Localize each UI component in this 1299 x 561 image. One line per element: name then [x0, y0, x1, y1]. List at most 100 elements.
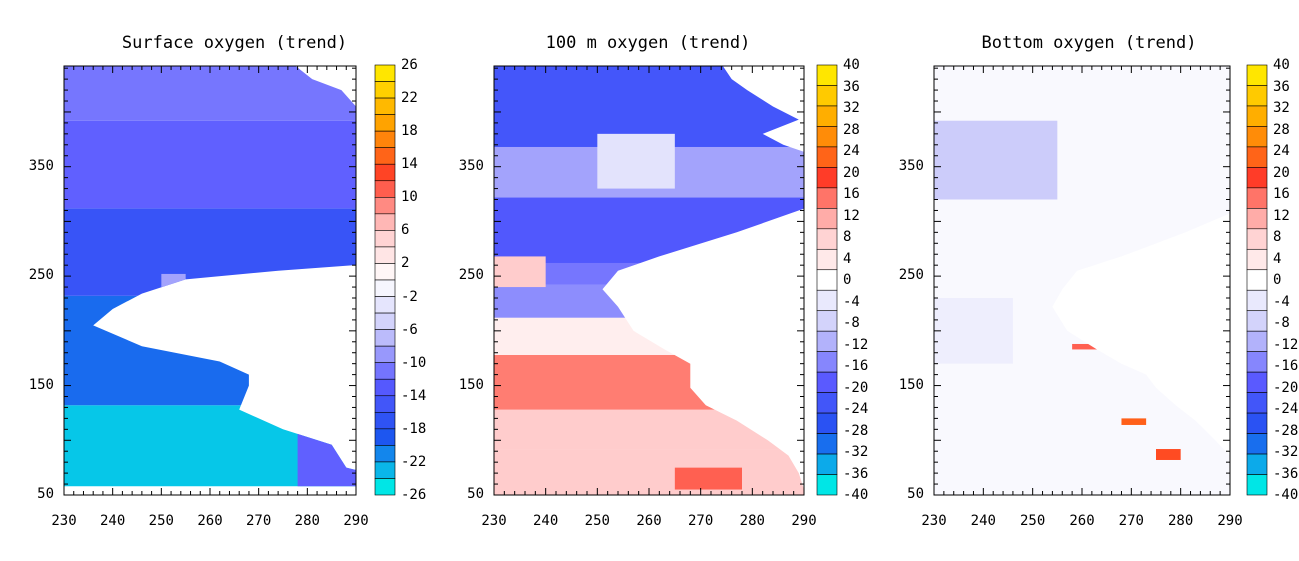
colorbar-swatch: [374, 163, 396, 182]
colorbar-swatch: [1246, 453, 1268, 475]
heatmap-band: [494, 409, 804, 450]
colorbar-label: 28: [1273, 121, 1290, 138]
colorbar-swatch: [816, 351, 838, 373]
colorbar-swatch: [816, 453, 838, 475]
colorbar-swatch: [374, 230, 396, 248]
colorbar-swatch: [816, 371, 838, 393]
y-tick-label: 50: [37, 486, 54, 502]
colorbar-swatch: [374, 312, 396, 330]
heatmap-patch: [934, 120, 1058, 200]
colorbar-label: 14: [401, 156, 418, 173]
x-tick-label: 230: [481, 513, 507, 529]
heatmap-patch: [297, 398, 356, 487]
colorbar-swatch: [816, 474, 838, 496]
colorbar-swatch: [816, 187, 838, 209]
colorbar-label: 0: [1273, 272, 1282, 288]
colorbar-swatch: [1246, 371, 1268, 393]
colorbar-swatch: [374, 213, 396, 231]
heatmap-patch: [597, 133, 675, 189]
x-tick-label: 280: [739, 513, 765, 529]
colorbar-label: 18: [401, 123, 418, 140]
colorbar-label: 40: [843, 57, 860, 73]
x-tick-label: 270: [1118, 513, 1144, 529]
x-tick-label: 290: [343, 513, 369, 529]
colorbar-swatch: [374, 412, 396, 430]
colorbar-swatch: [374, 296, 396, 314]
colorbar-swatch: [816, 392, 838, 414]
heatmap-patch: [1205, 414, 1230, 428]
colorbar-label: -8: [843, 315, 860, 331]
heatmap-bottom: [934, 66, 1230, 495]
colorbar-label: -20: [1273, 379, 1299, 396]
colorbar-label: 12: [1273, 207, 1290, 224]
colorbar-swatch: [374, 130, 396, 148]
colorbar-swatch: [816, 433, 838, 455]
colorbar-label: -32: [843, 444, 869, 460]
colorbar-swatch: [816, 105, 838, 127]
colorbar-label: -18: [401, 420, 427, 437]
colorbar-label: -10: [401, 354, 427, 371]
colorbar-label: 40: [1273, 57, 1290, 73]
colorbar-swatch: [374, 97, 396, 115]
x-tick-label: 250: [148, 513, 174, 529]
colorbar-swatch: [1246, 85, 1268, 107]
x-tick-label: 260: [1069, 513, 1095, 529]
colorbar-label: 32: [843, 100, 860, 116]
heatmap-band: [64, 295, 356, 406]
x-tick-label: 280: [294, 513, 320, 529]
colorbar-swatch: [374, 395, 396, 413]
colorbar-swatch: [816, 126, 838, 148]
colorbar-swatch: [1246, 167, 1268, 189]
x-tick-label: 280: [1168, 513, 1194, 529]
colorbar-swatch: [374, 64, 396, 82]
x-tick-label: 260: [197, 513, 223, 529]
colorbar-label: -28: [1273, 422, 1299, 439]
colorbar-label: 12: [843, 207, 860, 224]
colorbar-swatch: [816, 167, 838, 189]
colorbar-label: -22: [401, 453, 427, 470]
colorbar-label: -36: [843, 465, 869, 482]
y-tick-label: 50: [467, 486, 484, 502]
colorbar-swatch: [816, 248, 838, 271]
colorbar-label: 36: [1273, 78, 1290, 95]
colorbar-label: 6: [401, 222, 410, 239]
y-tick-label: 250: [898, 267, 924, 284]
heatmap-band: [494, 449, 804, 495]
colorbar-swatch: [1246, 474, 1268, 496]
colorbar-swatch: [1246, 208, 1268, 230]
colorbar-label: -4: [1273, 293, 1290, 310]
colorbar-swatch: [816, 146, 838, 168]
colorbar-swatch: [374, 329, 396, 347]
colorbar-swatch: [1246, 289, 1268, 312]
colorbar-label: 8: [1273, 229, 1282, 245]
colorbar-swatch: [1246, 351, 1268, 373]
x-tick-label: 240: [970, 513, 996, 529]
colorbar-label: 20: [1273, 164, 1290, 181]
colorbar-label: 22: [401, 90, 418, 107]
colorbar-swatch: [374, 445, 396, 463]
y-tick-label: 250: [458, 267, 484, 284]
colorbar-label: -16: [843, 358, 869, 374]
heatmap-band: [64, 208, 356, 296]
panel-title-surface: Surface oxygen (trend): [121, 33, 348, 53]
colorbar-label: 24: [843, 143, 860, 159]
colorbar-label: -24: [843, 401, 869, 417]
colorbar-swatch: [1246, 269, 1268, 291]
y-tick-label: 350: [28, 157, 54, 174]
heatmap-patch: [161, 273, 186, 342]
colorbar-swatch: [374, 197, 396, 215]
colorbar-label: -40: [843, 487, 869, 503]
heatmap-band: [64, 120, 356, 209]
colorbar-swatch: [1246, 330, 1268, 352]
heatmap-patch: [494, 256, 546, 288]
colorbar-swatch: [816, 208, 838, 230]
heatmap-patch: [1121, 418, 1147, 425]
colorbar-label: -16: [1273, 358, 1299, 374]
colorbar-swatch: [1246, 310, 1268, 332]
heatmap-patch: [1156, 449, 1181, 460]
colorbar-label: -28: [843, 422, 869, 439]
heatmap-patch: [1072, 343, 1102, 350]
colorbar-label: -12: [1273, 336, 1299, 353]
colorbar-swatch: [816, 228, 838, 250]
colorbar-label: 16: [843, 186, 860, 202]
